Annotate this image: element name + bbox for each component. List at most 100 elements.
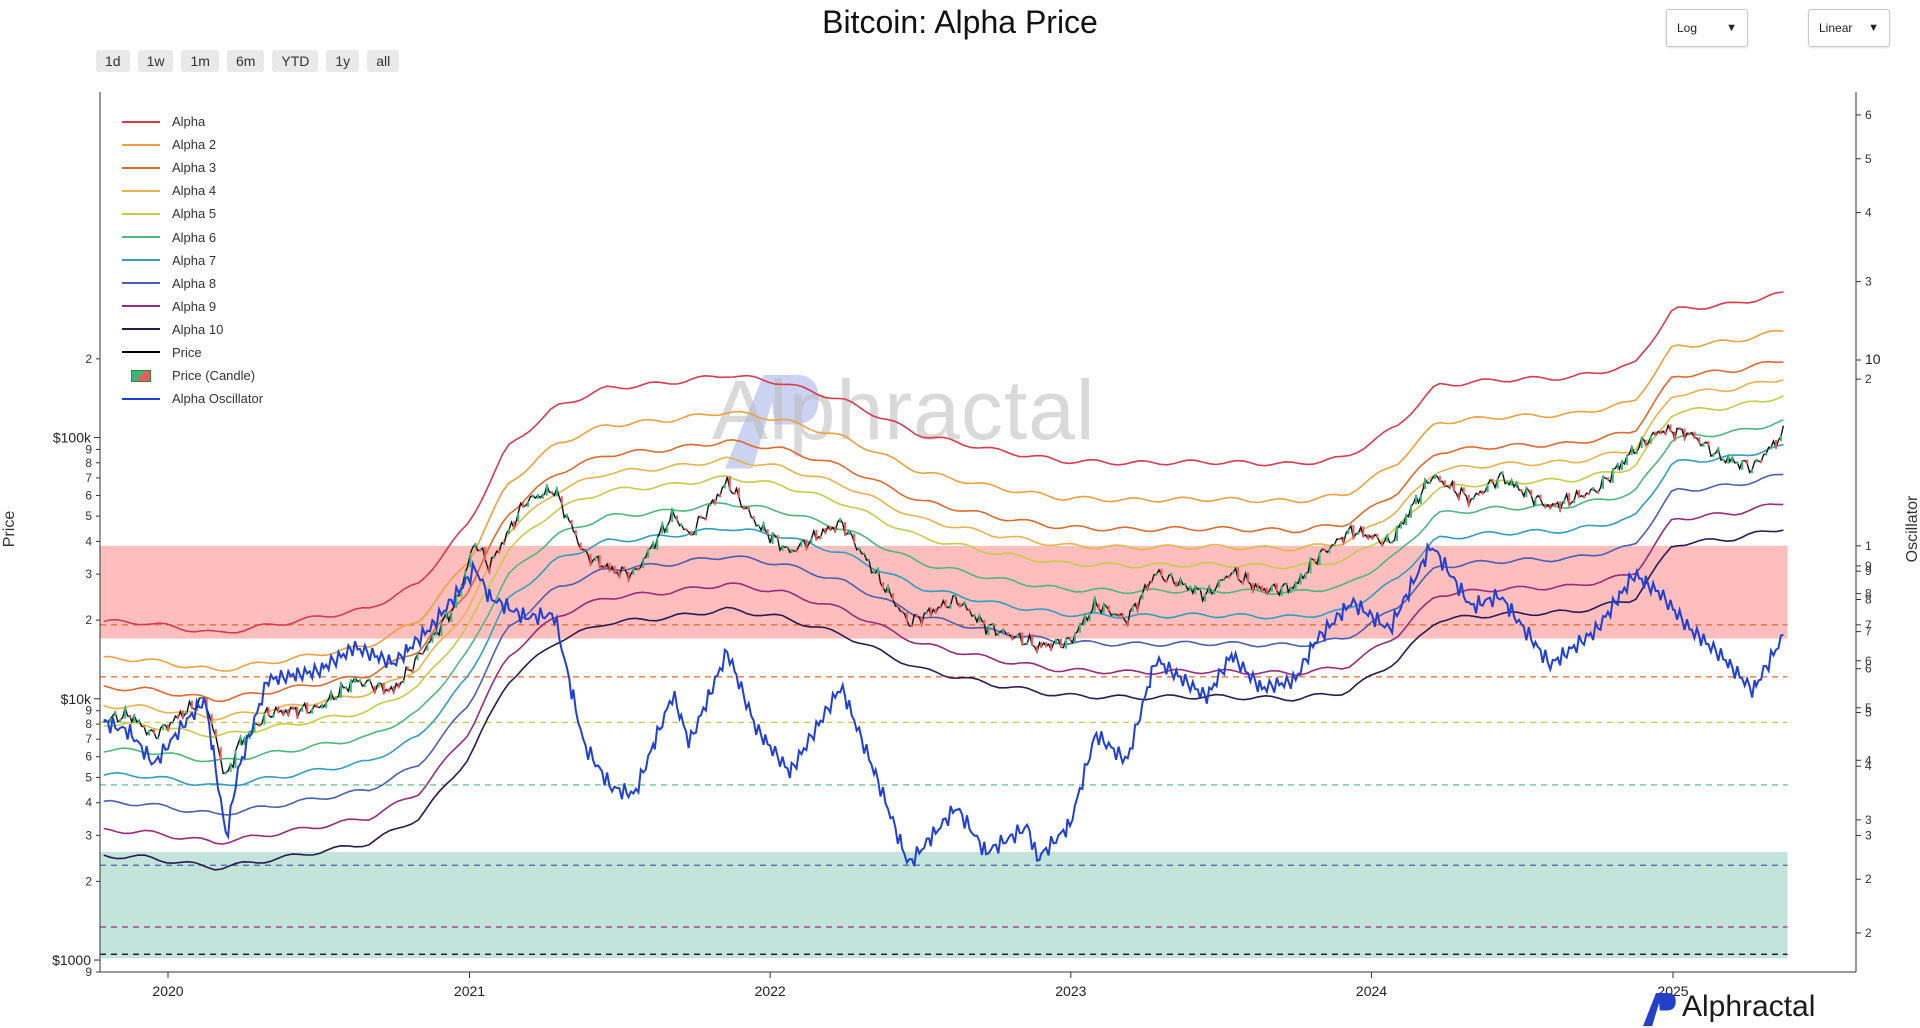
price-candle <box>910 624 913 628</box>
price-candle <box>1218 579 1221 588</box>
legend-item[interactable]: Alpha 9 <box>122 295 263 318</box>
price-candle <box>1559 501 1562 512</box>
price-candle <box>239 735 242 746</box>
price-scale-select[interactable]: Log ▼ <box>1666 9 1748 47</box>
range-button-1d[interactable]: 1d <box>96 50 130 72</box>
price-candle <box>133 714 136 723</box>
price-candle <box>1601 475 1604 489</box>
legend-item[interactable]: Alpha 8 <box>122 272 263 295</box>
price-candle <box>1625 454 1628 465</box>
legend-swatch <box>122 189 160 192</box>
alpha-band-8 <box>103 473 1784 816</box>
price-candle <box>1673 431 1676 442</box>
legend-item[interactable]: Alpha 3 <box>122 156 263 179</box>
legend-item[interactable]: Alpha 4 <box>122 179 263 202</box>
price-candle <box>1376 533 1379 538</box>
price-candle <box>992 622 995 626</box>
price-candle <box>1433 474 1436 480</box>
price-candle <box>397 682 400 689</box>
price-candle <box>1362 526 1365 538</box>
range-button-6m[interactable]: 6m <box>226 50 265 72</box>
price-candle <box>190 700 193 709</box>
legend-label: Price (Candle) <box>172 368 256 384</box>
price-candle <box>1659 430 1662 435</box>
price-candle <box>1587 492 1590 496</box>
price-candle <box>1438 475 1441 483</box>
price-candle <box>1285 582 1288 585</box>
legend-item[interactable]: Alpha Oscillator <box>122 387 263 410</box>
price-candle <box>954 594 957 597</box>
price-candle <box>1242 580 1244 585</box>
legend-item[interactable]: Price (Candle) <box>122 364 263 387</box>
price-candle <box>671 507 674 523</box>
range-button-all[interactable]: all <box>367 50 400 72</box>
price-candle <box>1275 583 1278 592</box>
price-candle <box>455 594 458 608</box>
price-candle <box>584 548 587 551</box>
price-candle <box>214 729 217 738</box>
price-candle <box>531 494 534 498</box>
y2-tick-label: 2 <box>1865 872 1872 886</box>
legend-item[interactable]: Alpha <box>122 110 263 133</box>
price-candle <box>968 608 971 611</box>
price-candle <box>882 582 885 589</box>
y2-tick-label: 3 <box>1865 828 1872 842</box>
legend-item[interactable]: Alpha 5 <box>122 202 263 225</box>
price-candle <box>1078 622 1081 633</box>
legend-item[interactable]: Alpha 7 <box>122 249 263 272</box>
price-candle <box>1299 573 1302 585</box>
price-candle <box>1554 502 1557 506</box>
price-candle <box>978 614 981 623</box>
price-candle <box>1640 436 1643 449</box>
legend-item[interactable]: Alpha 6 <box>122 225 263 248</box>
price-candle <box>1654 431 1657 437</box>
price-candle <box>205 698 208 710</box>
price-candle <box>1683 428 1686 441</box>
price-candle <box>1260 585 1263 593</box>
price-candle <box>781 545 784 552</box>
legend-label: Alpha 9 <box>172 298 217 314</box>
price-candle <box>713 499 716 505</box>
price-candle <box>1396 525 1399 542</box>
price-candle <box>929 607 932 617</box>
price-candle <box>387 688 390 693</box>
price-candle <box>868 558 871 562</box>
price-candle <box>229 762 232 772</box>
y-tick-label: 2 <box>85 613 92 627</box>
legend-item[interactable]: Alpha 10 <box>122 318 263 341</box>
range-button-1m[interactable]: 1m <box>181 50 219 72</box>
price-candle <box>1040 641 1043 649</box>
indicator-scale-select[interactable]: Linear ▼ <box>1808 9 1890 47</box>
chart-legend: Alpha Alpha 2 Alpha 3 Alpha 4 Alpha 5 Alpha 6… <box>122 110 263 410</box>
legend-item[interactable]: Price <box>122 341 263 364</box>
y2-tick-label: 5 <box>1865 152 1872 166</box>
price-candle <box>148 730 151 736</box>
price-candle <box>891 593 894 601</box>
price-candle <box>1064 638 1067 649</box>
price-candle <box>321 703 324 709</box>
legend-item[interactable]: Alpha 2 <box>122 133 263 156</box>
price-candle <box>1386 534 1389 542</box>
price-candle <box>834 526 837 533</box>
legend-label: Alpha <box>172 114 206 130</box>
legend-label: Alpha Oscillator <box>172 391 264 407</box>
price-candle <box>656 537 659 550</box>
price-candle <box>608 562 611 573</box>
range-button-1w[interactable]: 1w <box>137 50 174 72</box>
price-candle <box>1515 481 1518 488</box>
alpha-band-9 <box>103 503 1784 845</box>
price-candle <box>786 545 789 549</box>
price-candle <box>1424 478 1427 489</box>
range-button-ytd[interactable]: YTD <box>272 50 319 72</box>
price-candle <box>1179 577 1182 587</box>
price-candle <box>737 487 740 498</box>
y-tick-label: 3 <box>85 567 92 581</box>
price-candle <box>545 484 548 496</box>
price-candle <box>311 708 314 714</box>
price-candle <box>1635 450 1638 455</box>
price-candle <box>1583 494 1586 499</box>
range-button-1y[interactable]: 1y <box>326 50 360 72</box>
price-candle <box>685 528 688 531</box>
price-candle <box>1093 596 1096 612</box>
